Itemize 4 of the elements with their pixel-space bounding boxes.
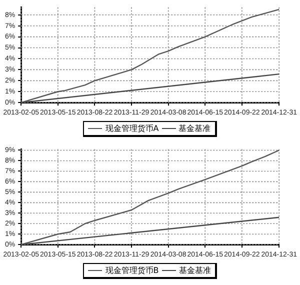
legend-label: 基金基准 — [178, 123, 211, 134]
legend-label: 基金基准 — [178, 265, 211, 276]
legend-label: 现金管理货币B — [105, 265, 159, 276]
legend-label: 现金管理货币A — [105, 123, 159, 134]
